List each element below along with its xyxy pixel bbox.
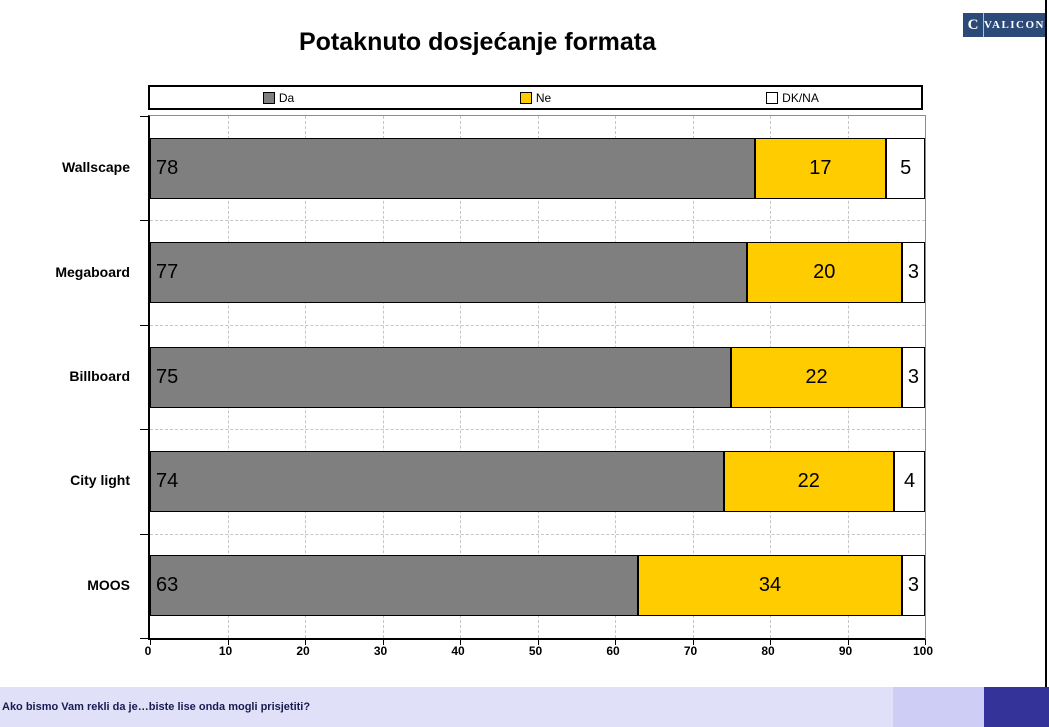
bar-value-label: 17 xyxy=(809,156,832,179)
bar-value-label: 3 xyxy=(907,574,919,597)
bar-row: 78 17 5 xyxy=(150,137,925,199)
bar-value-label: 78 xyxy=(156,156,179,179)
x-axis-tick xyxy=(150,640,151,645)
bar-segment-da: 74 xyxy=(150,450,724,512)
legend-item: Da xyxy=(150,87,407,108)
bar-value-label: 20 xyxy=(813,261,836,284)
category-separator xyxy=(150,324,925,326)
bar-segment-dk/na: 5 xyxy=(886,137,925,199)
valicon-logo-text: VALICON xyxy=(983,19,1045,31)
x-axis-tick-label: 100 xyxy=(912,644,934,658)
bar-row: 75 22 3 xyxy=(150,346,925,408)
bar-value-label: 22 xyxy=(797,469,820,492)
bar-value-label: 5 xyxy=(900,156,912,179)
bar-segment-da: 63 xyxy=(150,555,639,617)
plot-area: 78 17 5 77 20 3 75 22 3 74 22 4 63 34 3 xyxy=(140,115,926,645)
x-axis-tick xyxy=(847,640,849,645)
x-axis-tick-label: 50 xyxy=(528,644,543,658)
x-axis-tick xyxy=(925,640,926,645)
chart-title: Potaknuto dosjećanje formata xyxy=(298,28,657,56)
category-separator xyxy=(150,220,925,222)
x-axis-tick xyxy=(615,640,616,645)
x-axis-labels: 0 10 20 30 40 50 60 70 80 90 100 xyxy=(144,644,933,664)
category-separator xyxy=(150,533,925,535)
bar-segment-ne: 34 xyxy=(638,555,902,617)
category-separator xyxy=(150,429,925,431)
y-axis-tick xyxy=(140,533,148,535)
y-axis-tick xyxy=(140,220,148,222)
bar-segment-dk/na: 3 xyxy=(901,346,925,408)
y-axis-tick xyxy=(140,324,148,326)
x-axis-tick-label: 10 xyxy=(218,644,233,658)
x-axis-tick xyxy=(692,640,694,645)
legend-label: Da xyxy=(278,90,295,105)
legend-label: Ne xyxy=(535,90,552,105)
valicon-c-icon: C xyxy=(963,13,984,37)
category-label: MOOS xyxy=(87,576,130,593)
bar-segment-ne: 20 xyxy=(746,242,902,304)
bar-row: 63 34 3 xyxy=(150,555,925,617)
bar-segment-ne: 22 xyxy=(731,346,902,408)
footer-question-text: Ako bismo Vam rekli da je…biste lise ond… xyxy=(2,701,311,713)
legend-label: DK/NA xyxy=(782,90,819,105)
category-label: Wallscape xyxy=(62,159,130,176)
bar-segment-da: 75 xyxy=(150,346,732,408)
bar-value-label: 3 xyxy=(907,261,919,284)
bar-value-label: 74 xyxy=(156,469,179,492)
legend-item: DK/NA xyxy=(664,87,921,108)
category-label: Billboard xyxy=(69,368,130,384)
bar-value-label: 34 xyxy=(758,574,782,597)
category-label: City light xyxy=(70,472,130,489)
legend-swatch-ne xyxy=(519,91,532,104)
bar-segment-da: 78 xyxy=(150,137,755,199)
x-axis-tick xyxy=(460,640,461,645)
footer-bar: Ako bismo Vam rekli da je…biste lise ond… xyxy=(0,687,1049,727)
y-axis-tick xyxy=(140,116,148,117)
bar-value-label: 22 xyxy=(805,365,828,388)
x-axis-tick xyxy=(770,640,771,645)
bar-value-label: 63 xyxy=(156,574,179,597)
x-axis-tick-label: 0 xyxy=(144,644,152,658)
x-axis-tick-label: 80 xyxy=(761,644,775,658)
bar-segment-da: 77 xyxy=(150,242,747,304)
y-axis-tick xyxy=(140,638,148,639)
bar-value-label: 77 xyxy=(156,261,179,284)
slide-right-border xyxy=(1045,0,1047,687)
footer-right-block xyxy=(984,687,1049,727)
bar-row: 74 22 4 xyxy=(150,450,925,512)
bar-row: 77 20 3 xyxy=(150,242,925,304)
legend-swatch-da xyxy=(262,91,275,104)
legend-item: Ne xyxy=(407,87,664,108)
bar-value-label: 3 xyxy=(907,365,919,388)
bar-segment-ne: 17 xyxy=(754,137,887,199)
x-axis-tick-label: 70 xyxy=(683,644,698,658)
category-label: Megaboard xyxy=(55,263,130,280)
y-axis-tick xyxy=(140,429,148,431)
x-axis-tick xyxy=(382,640,384,645)
legend-swatch-dk/na xyxy=(766,91,779,104)
x-axis-tick-label: 40 xyxy=(451,644,465,658)
x-axis-tick-label: 30 xyxy=(373,644,388,658)
chart-legend: Da Ne DK/NA xyxy=(148,85,923,110)
x-axis-tick-label: 90 xyxy=(838,644,853,658)
category-axis-labels: Wallscape Megaboard Billboard City light MOO… xyxy=(0,115,138,637)
x-axis-tick-label: 60 xyxy=(606,644,620,658)
bar-value-label: 4 xyxy=(903,469,916,492)
bar-segment-ne: 22 xyxy=(723,450,894,512)
x-axis-tick xyxy=(537,640,539,645)
bar-segment-dk/na: 4 xyxy=(894,450,925,512)
x-axis-tick xyxy=(305,640,306,645)
bar-segment-dk/na: 3 xyxy=(901,242,925,304)
valicon-logo: C VALICON xyxy=(963,13,1045,37)
x-axis-tick xyxy=(227,640,229,645)
x-axis-tick-label: 20 xyxy=(296,644,310,658)
bar-value-label: 75 xyxy=(156,365,179,388)
footer-mid-block xyxy=(893,687,984,727)
bar-segment-dk/na: 3 xyxy=(901,555,925,617)
